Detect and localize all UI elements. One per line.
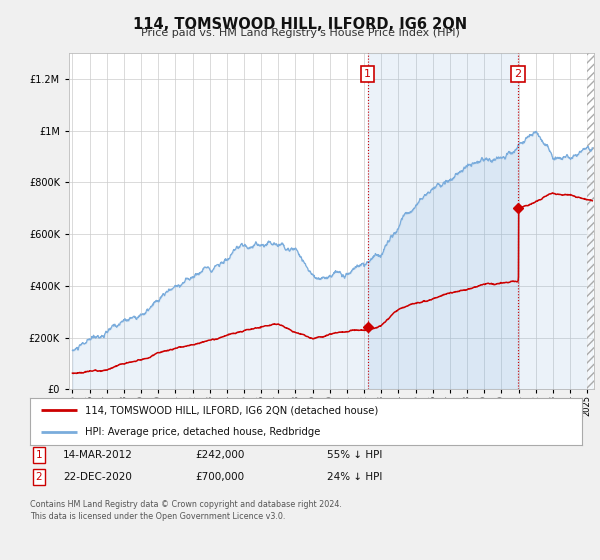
Text: 14-MAR-2012: 14-MAR-2012 (63, 450, 133, 460)
Text: 55% ↓ HPI: 55% ↓ HPI (327, 450, 382, 460)
Text: 22-DEC-2020: 22-DEC-2020 (63, 472, 132, 482)
Bar (587, 53, 594, 389)
Text: 114, TOMSWOOD HILL, ILFORD, IG6 2QN (detached house): 114, TOMSWOOD HILL, ILFORD, IG6 2QN (det… (85, 405, 379, 416)
Text: HPI: Average price, detached house, Redbridge: HPI: Average price, detached house, Redb… (85, 427, 320, 437)
Text: Price paid vs. HM Land Registry's House Price Index (HPI): Price paid vs. HM Land Registry's House … (140, 28, 460, 38)
Text: 114, TOMSWOOD HILL, ILFORD, IG6 2QN: 114, TOMSWOOD HILL, ILFORD, IG6 2QN (133, 17, 467, 32)
Text: 24% ↓ HPI: 24% ↓ HPI (327, 472, 382, 482)
Text: Contains HM Land Registry data © Crown copyright and database right 2024.
This d: Contains HM Land Registry data © Crown c… (30, 500, 342, 521)
Bar (368, 53, 518, 389)
Text: 2: 2 (35, 472, 43, 482)
Text: £242,000: £242,000 (195, 450, 244, 460)
Text: £700,000: £700,000 (195, 472, 244, 482)
Text: 2: 2 (514, 69, 521, 79)
Text: 1: 1 (35, 450, 43, 460)
Bar (587, 53, 594, 389)
Text: 1: 1 (364, 69, 371, 79)
